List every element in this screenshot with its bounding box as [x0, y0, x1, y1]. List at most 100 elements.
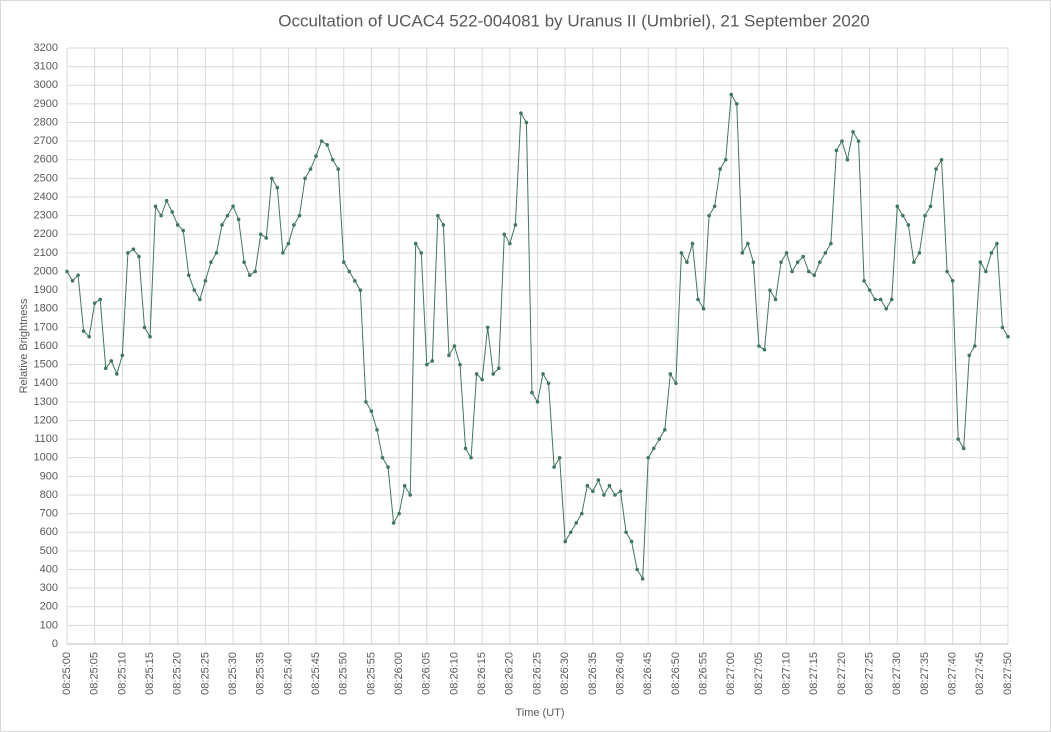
data-point: [668, 372, 673, 376]
data-point: [801, 254, 805, 259]
x-tick-label: 08:27:50: [1002, 652, 1014, 695]
data-point: [878, 297, 883, 302]
x-tick-label: 08:26:40: [614, 652, 626, 695]
data-point: [380, 455, 385, 460]
data-point: [397, 511, 401, 516]
data-point: [375, 428, 379, 432]
y-tick-label: 1400: [34, 377, 58, 389]
data-point: [436, 213, 440, 218]
y-tick-label: 2700: [34, 135, 58, 147]
data-point: [447, 353, 451, 358]
x-tick-label: 08:26:20: [504, 652, 516, 695]
data-point: [175, 223, 180, 227]
data-point: [740, 251, 745, 255]
data-point: [718, 167, 722, 171]
data-point: [823, 251, 828, 255]
data-point: [1000, 325, 1005, 330]
x-tick-label: 08:26:00: [393, 652, 405, 695]
data-point: [624, 530, 628, 535]
y-tick-label: 1600: [34, 340, 58, 352]
data-point: [934, 167, 938, 171]
data-point: [103, 366, 108, 371]
data-point: [856, 139, 861, 143]
data-point: [508, 241, 512, 246]
x-tick-label: 08:26:55: [697, 652, 709, 695]
data-point: [690, 241, 695, 246]
data-point: [591, 489, 595, 494]
data-point: [292, 223, 296, 227]
data-point: [519, 111, 523, 115]
data-point: [402, 483, 407, 488]
data-point: [663, 428, 667, 432]
data-point: [563, 539, 567, 544]
data-point: [126, 251, 130, 255]
data-point: [209, 260, 213, 264]
data-point: [535, 400, 540, 404]
y-tick-label: 100: [40, 619, 58, 631]
y-tick-label: 2500: [34, 172, 58, 184]
data-point: [723, 157, 728, 162]
data-point: [950, 279, 955, 283]
data-point: [297, 213, 302, 218]
data-point: [928, 204, 933, 209]
data-point: [413, 241, 418, 246]
data-point: [607, 483, 612, 488]
x-tick-label: 08:26:15: [476, 652, 488, 695]
data-point: [596, 478, 601, 482]
data-point: [1006, 334, 1010, 339]
data-point: [585, 483, 590, 488]
data-point: [419, 251, 424, 255]
y-tick-label: 1100: [34, 433, 58, 445]
data-point: [762, 347, 767, 352]
data-point: [264, 236, 269, 240]
y-tick-label: 3100: [34, 61, 58, 73]
x-axis-label: Time (UT): [515, 707, 564, 719]
y-tick-label: 1300: [34, 396, 58, 408]
y-tick-label: 2400: [34, 191, 58, 203]
y-tick-label: 1500: [34, 359, 58, 371]
x-tick-label: 08:25:15: [144, 652, 156, 695]
y-tick-label: 1800: [34, 303, 58, 315]
x-tick-label: 08:25:25: [199, 652, 211, 695]
data-point: [469, 455, 473, 460]
y-tick-label: 3200: [34, 42, 58, 54]
data-point: [746, 241, 750, 246]
y-tick-label: 900: [40, 470, 58, 482]
data-point: [884, 306, 889, 311]
x-tick-label: 08:27:45: [974, 652, 986, 695]
x-tick-label: 08:25:20: [172, 652, 184, 695]
data-point: [757, 344, 761, 348]
data-point: [773, 297, 778, 302]
data-point: [120, 353, 125, 358]
data-point: [579, 511, 584, 516]
data-point: [170, 210, 174, 214]
data-point: [851, 130, 855, 134]
data-point: [491, 372, 496, 376]
data-point: [452, 344, 457, 348]
chart-title: Occultation of UCAC4 522-004081 by Uranu…: [278, 11, 870, 30]
x-tick-label: 08:27:05: [753, 652, 765, 695]
data-point: [873, 297, 877, 302]
data-point: [386, 465, 390, 469]
x-tick-label: 08:27:40: [947, 652, 959, 695]
data-point: [984, 269, 988, 274]
data-point: [818, 260, 822, 264]
data-point: [967, 353, 972, 358]
data-point: [978, 260, 983, 264]
x-tick-label: 08:27:25: [864, 652, 876, 695]
data-point: [115, 372, 119, 376]
y-tick-label: 0: [52, 638, 58, 650]
data-point: [358, 288, 363, 292]
y-tick-label: 1200: [34, 414, 58, 426]
data-point: [131, 247, 136, 251]
data-point: [286, 241, 291, 246]
data-point: [939, 157, 944, 162]
x-tick-label: 08:25:40: [282, 652, 294, 695]
x-tick-label: 08:27:15: [808, 652, 820, 695]
y-tick-label: 700: [40, 508, 58, 520]
data-point: [657, 437, 662, 441]
data-point: [192, 288, 197, 292]
data-point: [685, 260, 689, 264]
data-point: [369, 409, 374, 413]
data-point: [231, 204, 235, 209]
